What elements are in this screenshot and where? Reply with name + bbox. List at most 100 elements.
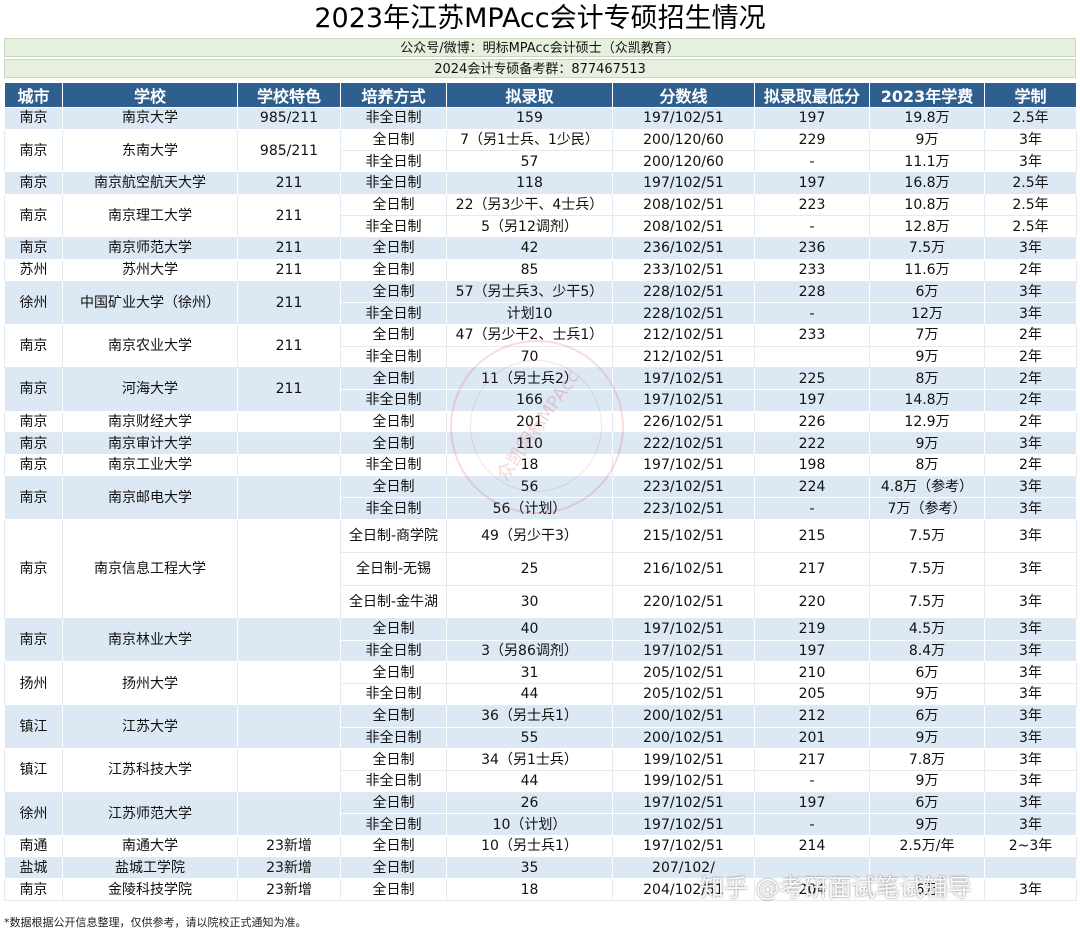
feature-cell: 211 (237, 172, 341, 195)
mode-cell: 全日制 (340, 410, 447, 434)
min-score-cell: - (754, 150, 870, 174)
table-row: 南京 东南大学 985/211 全日制 7（另1士兵、1少民） 200/120/60 229… (4, 128, 1077, 174)
admit-cell: 70 (446, 345, 613, 369)
mode-cell: 全日制 (340, 748, 447, 771)
fee-cell: 6万 (869, 791, 985, 815)
years-cell: 3年 (984, 585, 1077, 620)
admit-cell: 31 (446, 661, 613, 685)
header-score: 分数线 (612, 82, 755, 108)
table-row: 南京 南京审计大学 全日制 110 222/102/51 222 9万 3年 (4, 432, 1077, 455)
mode-cell: 全日制 (340, 475, 447, 499)
school-cell: 苏州大学 (62, 258, 238, 282)
feature-cell: 211 (237, 367, 341, 412)
score-cell: 197/102/51 (612, 834, 755, 858)
footnote: *数据根据公开信息整理，仅供参考，请以院校正式通知为准。 (4, 916, 307, 929)
fee-cell: 12.9万 (869, 410, 985, 434)
table-row: 南京 南京大学 985/211 非全日制 159 197/102/51 197 19.8万 2.… (4, 107, 1077, 130)
school-cell: 南京师范大学 (62, 237, 238, 260)
fee-cell: 8.4万 (869, 639, 985, 663)
years-cell: 2年 (984, 454, 1077, 477)
admit-cell: 10（另士兵1） (446, 834, 613, 858)
feature-cell (237, 748, 341, 793)
fee-cell: 6万 (869, 704, 985, 728)
mode-cell: 全日制-无锡 (340, 552, 447, 587)
mode-cell: 全日制 (340, 280, 447, 304)
years-cell: 3年 (984, 639, 1077, 663)
table-row: 南京 河海大学 211 全日制 11（另士兵2） 197/102/51 225 8万 2年 (4, 367, 1077, 412)
table-row: 徐州 中国矿业大学（徐州） 211 全日制 57（另士兵3、少干5） 228/102/51… (4, 280, 1077, 325)
fee-cell: 7.5万 (869, 519, 985, 554)
admit-cell: 44 (446, 683, 613, 706)
city-cell: 南京 (4, 172, 63, 195)
years-cell: 3年 (984, 791, 1077, 815)
fee-cell: 12万 (869, 302, 985, 325)
min-score-cell: 201 (754, 726, 870, 750)
fee-cell: 7.5万 (869, 585, 985, 620)
school-cell: 南京邮电大学 (62, 475, 238, 521)
table-row: 非全日制 10（计划） 197/102/51-9万 3年 (5, 813, 1077, 836)
score-cell: 197/102/51 (612, 813, 755, 836)
years-cell: 3年 (984, 813, 1077, 836)
min-score-cell: - (754, 769, 870, 793)
score-cell: 226/102/51 (612, 410, 755, 434)
admit-cell: 5（另12调剂） (446, 215, 613, 239)
score-cell: 216/102/51 (612, 552, 755, 587)
school-cell: 南京农业大学 (62, 323, 238, 369)
feature-cell: 211 (237, 258, 341, 282)
school-cell: 河海大学 (62, 367, 238, 412)
admit-cell: 56（计划） (446, 497, 613, 521)
feature-cell (237, 410, 341, 434)
years-cell: 3年 (984, 552, 1077, 587)
admit-cell: 26 (446, 791, 613, 815)
fee-cell: 9万 (869, 726, 985, 750)
admit-cell: 36（另士兵1） (446, 704, 613, 728)
feature-cell: 23新增 (237, 878, 341, 901)
min-score-cell: 233 (754, 258, 870, 282)
score-cell: 236/102/51 (612, 237, 755, 260)
years-cell: 2.5年 (984, 107, 1077, 130)
min-score-cell: 217 (754, 552, 870, 587)
mode-cell: 全日制-金牛湖 (340, 585, 447, 620)
city-cell: 徐州 (4, 280, 63, 325)
city-cell: 南京 (4, 237, 63, 260)
city-cell: 扬州 (4, 661, 63, 706)
min-score-cell (754, 345, 870, 369)
admit-cell: 56 (446, 475, 613, 499)
mode-cell: 非全日制 (340, 388, 447, 412)
table-header-row: 城市 学校 学校特色 培养方式 拟录取 分数线 拟录取最低分 2023年学费 学… (4, 82, 1077, 108)
school-cell: 中国矿业大学（徐州） (62, 280, 238, 325)
years-cell: 2.5年 (984, 172, 1077, 195)
table-row: 全日制-金牛湖 30 220/102/51 220 7.5万 3年 (5, 585, 1077, 620)
years-cell (984, 856, 1077, 880)
years-cell: 3年 (984, 280, 1077, 304)
admit-cell: 计划10 (446, 302, 613, 325)
score-cell: 228/102/51 (612, 280, 755, 304)
years-cell: 3年 (984, 432, 1077, 455)
years-cell: 2年 (984, 367, 1077, 390)
min-score-cell: 233 (754, 323, 870, 347)
mode-cell: 非全日制 (340, 769, 447, 793)
table-row: 南通 南通大学 23新增 全日制 10（另士兵1） 197/102/51 214 2.5万/年… (4, 834, 1077, 858)
header-city: 城市 (4, 82, 63, 108)
table-row: 非全日制 3（另86调剂） 197/102/51 197 8.4万 3年 (5, 639, 1077, 663)
years-cell: 3年 (984, 683, 1077, 706)
years-cell: 3年 (984, 878, 1077, 901)
admit-cell: 10（计划） (446, 813, 613, 836)
fee-cell: 11.6万 (869, 258, 985, 282)
feature-cell: 211 (237, 280, 341, 325)
years-cell: 3年 (984, 618, 1077, 641)
feature-cell: 23新增 (237, 856, 341, 880)
mode-cell: 非全日制 (340, 454, 447, 477)
admit-cell: 25 (446, 552, 613, 587)
city-cell: 镇江 (4, 748, 63, 793)
table-row: 全日制-无锡 25 216/102/51 217 7.5万 3年 (5, 552, 1077, 587)
table-row: 非全日制 166 197/102/51 197 14.8万 2年 (5, 388, 1077, 412)
mode-cell: 非全日制 (340, 497, 447, 521)
feature-cell: 211 (237, 193, 341, 239)
fee-cell: 6万 (869, 280, 985, 304)
city-cell: 南京 (4, 107, 63, 130)
min-score-cell: 198 (754, 454, 870, 477)
table-row: 扬州 扬州大学 全日制 31 205/102/51 210 6万 3年 (4, 661, 1077, 706)
table-row: 南京 南京航空航天大学 211 非全日制 118 197/102/51 197 16.8万 2.… (4, 172, 1077, 195)
score-cell: 208/102/51 (612, 193, 755, 217)
